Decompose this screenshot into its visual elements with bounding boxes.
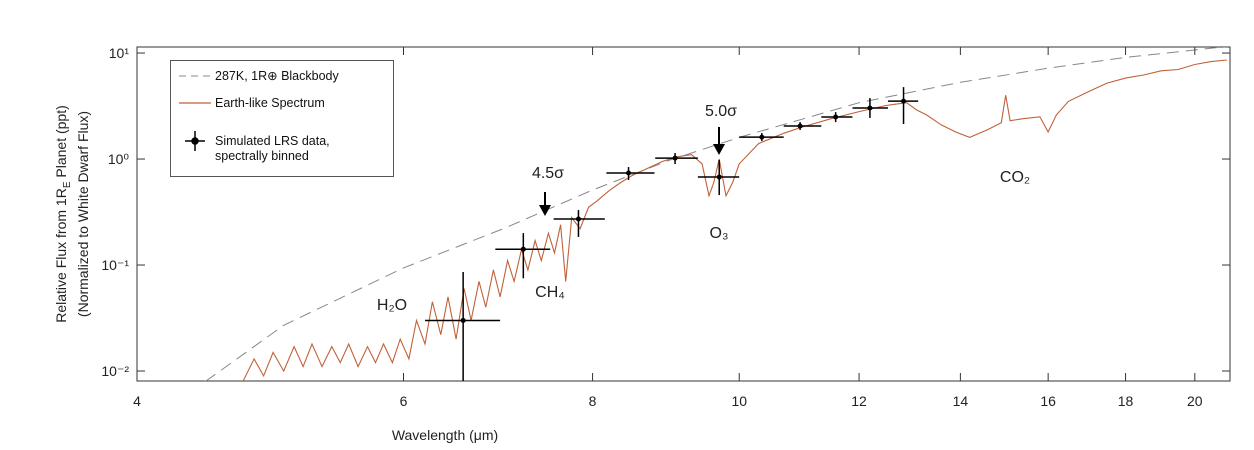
legend: 287K, 1R⊕ Blackbody Earth-like Spectrum … <box>170 60 394 177</box>
data-point <box>626 170 632 176</box>
annotation: O₃ <box>710 225 729 242</box>
y-axis-label: (Normalized to White Dwarf Flux) <box>75 111 91 317</box>
annotation: 4.5σ <box>532 165 564 182</box>
y-label-part: Relative Flux from 1R <box>53 188 69 323</box>
plot-frame <box>136 46 1231 382</box>
data-point <box>901 98 907 104</box>
x-tick-label: 6 <box>400 393 408 409</box>
plot-area <box>205 47 1228 381</box>
x-tick-label: 4 <box>133 393 141 409</box>
x-tick-label: 8 <box>589 393 597 409</box>
legend-label: 287K, 1R⊕ Blackbody <box>215 69 339 83</box>
data-point <box>759 134 765 140</box>
series-line <box>205 47 1228 381</box>
x-tick-label: 20 <box>1187 393 1203 409</box>
y-tick-label: 10¹ <box>109 45 130 61</box>
x-tick-label: 18 <box>1118 393 1134 409</box>
x-tick-label: 12 <box>851 393 867 409</box>
legend-symbol <box>179 102 211 104</box>
data-point <box>797 123 803 129</box>
y-label-part: Planet (ppt) <box>53 105 69 181</box>
y-tick-label: 10⁻² <box>101 363 129 379</box>
y-label-sub: E <box>62 181 73 188</box>
y-tick-label: 10⁰ <box>108 151 130 167</box>
data-point <box>833 114 839 120</box>
annotation: CO₂ <box>1000 169 1030 186</box>
y-tick-label: 10⁻¹ <box>101 257 129 273</box>
data-point <box>867 105 873 111</box>
legend-marker <box>185 131 205 151</box>
series-line <box>242 59 1227 381</box>
data-point <box>575 216 581 222</box>
legend-label: Simulated LRS data, spectrally binned <box>215 134 330 163</box>
x-tick-label: 16 <box>1040 393 1056 409</box>
legend-symbol <box>179 75 211 77</box>
annotation: 5.0σ <box>705 103 737 120</box>
data-point <box>460 317 466 323</box>
arrow-head <box>539 205 551 216</box>
data-point <box>672 155 678 161</box>
annotation: CH₄ <box>535 284 565 301</box>
data-point <box>716 174 722 180</box>
x-axis-label: Wavelength (μm) <box>392 427 498 443</box>
legend-symbol <box>185 131 205 151</box>
x-tick-label: 14 <box>953 393 969 409</box>
annotation: H₂O <box>377 297 407 314</box>
y-axis-label: Relative Flux from 1RE Planet (ppt) <box>53 105 73 323</box>
x-tick-label: 10 <box>731 393 747 409</box>
legend-label: Earth-like Spectrum <box>215 96 325 110</box>
arrow-head <box>713 144 725 155</box>
data-point <box>520 246 526 252</box>
